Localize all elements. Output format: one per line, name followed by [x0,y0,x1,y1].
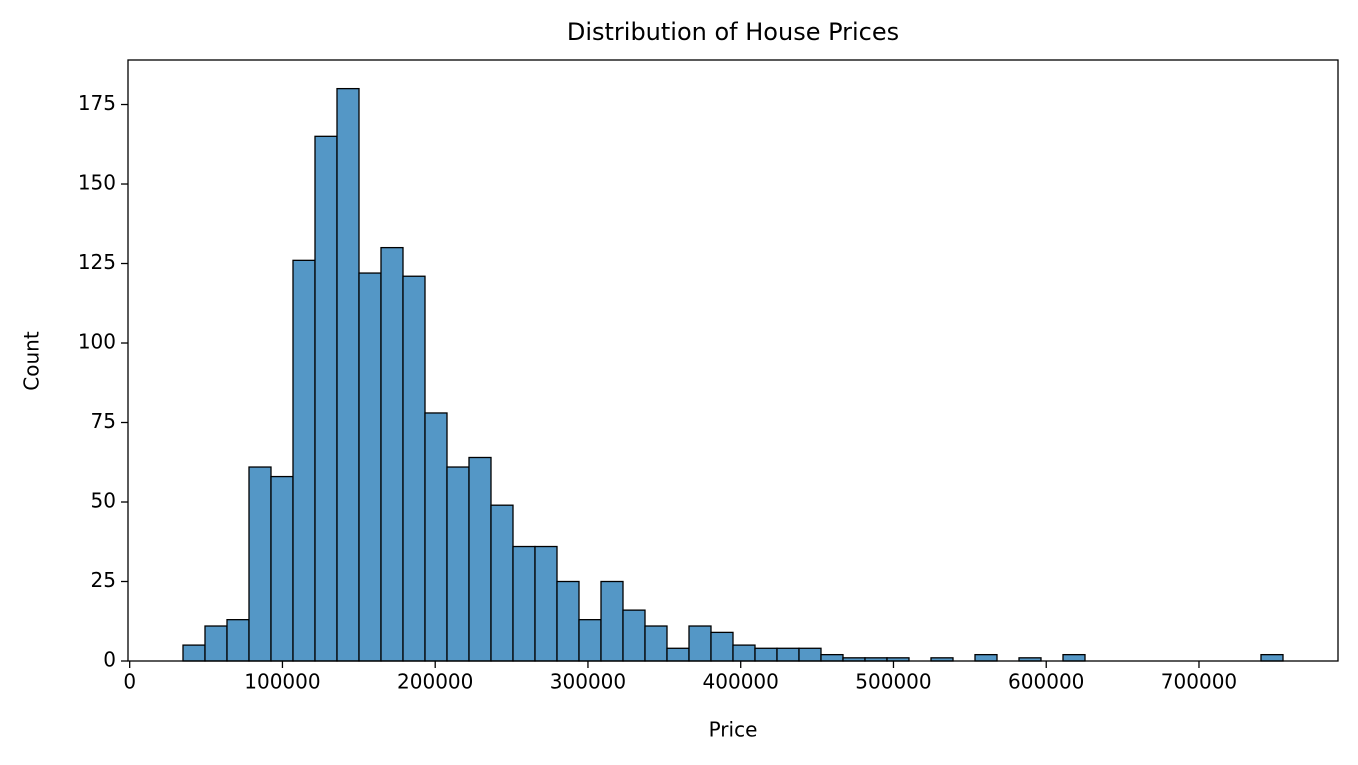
bar [556,580,580,662]
y-tick-label: 0 [103,648,116,672]
bar [424,412,448,662]
x-tick-label: 0 [123,670,136,694]
bar [446,466,470,662]
bar [182,644,206,662]
bar [270,475,294,662]
y-axis-label: Count [20,331,44,391]
bar [1062,653,1086,662]
y-tick-label: 25 [91,568,116,592]
bar [776,647,800,662]
bar [204,625,228,662]
x-tick-label: 600000 [1008,670,1084,694]
bar [380,246,404,662]
bar [314,135,338,662]
y-tick-label: 100 [78,330,116,354]
bar [226,619,250,662]
bar [732,644,756,662]
bar [622,609,646,662]
x-tick-label: 300000 [550,670,626,694]
bar [688,625,712,662]
bar [292,259,316,662]
bar [644,625,668,662]
bar [974,653,998,662]
x-tick-label: 400000 [703,670,779,694]
x-axis-label: Price [709,718,758,742]
bar [710,631,734,662]
bar [754,647,778,662]
x-tick-label: 500000 [855,670,931,694]
x-tick-label: 100000 [244,670,320,694]
bar [820,653,844,662]
bar [666,647,690,662]
bar [248,466,272,662]
bar [798,647,822,662]
bar [578,619,602,662]
bar [600,580,624,662]
bar [512,545,536,662]
y-tick-label: 175 [78,91,116,115]
plot-frame [127,59,1339,662]
y-tick-label: 150 [78,171,116,195]
bar [402,275,426,662]
bar [468,456,492,662]
bar [534,545,558,662]
x-tick-label: 700000 [1161,670,1237,694]
y-tick-label: 75 [91,409,116,433]
x-tick-label: 200000 [397,670,473,694]
chart-title: Distribution of House Prices [567,18,899,46]
bar [336,87,360,662]
y-tick-label: 125 [78,250,116,274]
bar [490,504,514,662]
bar [358,272,382,662]
bar [1260,653,1284,662]
y-tick-label: 50 [91,489,116,513]
